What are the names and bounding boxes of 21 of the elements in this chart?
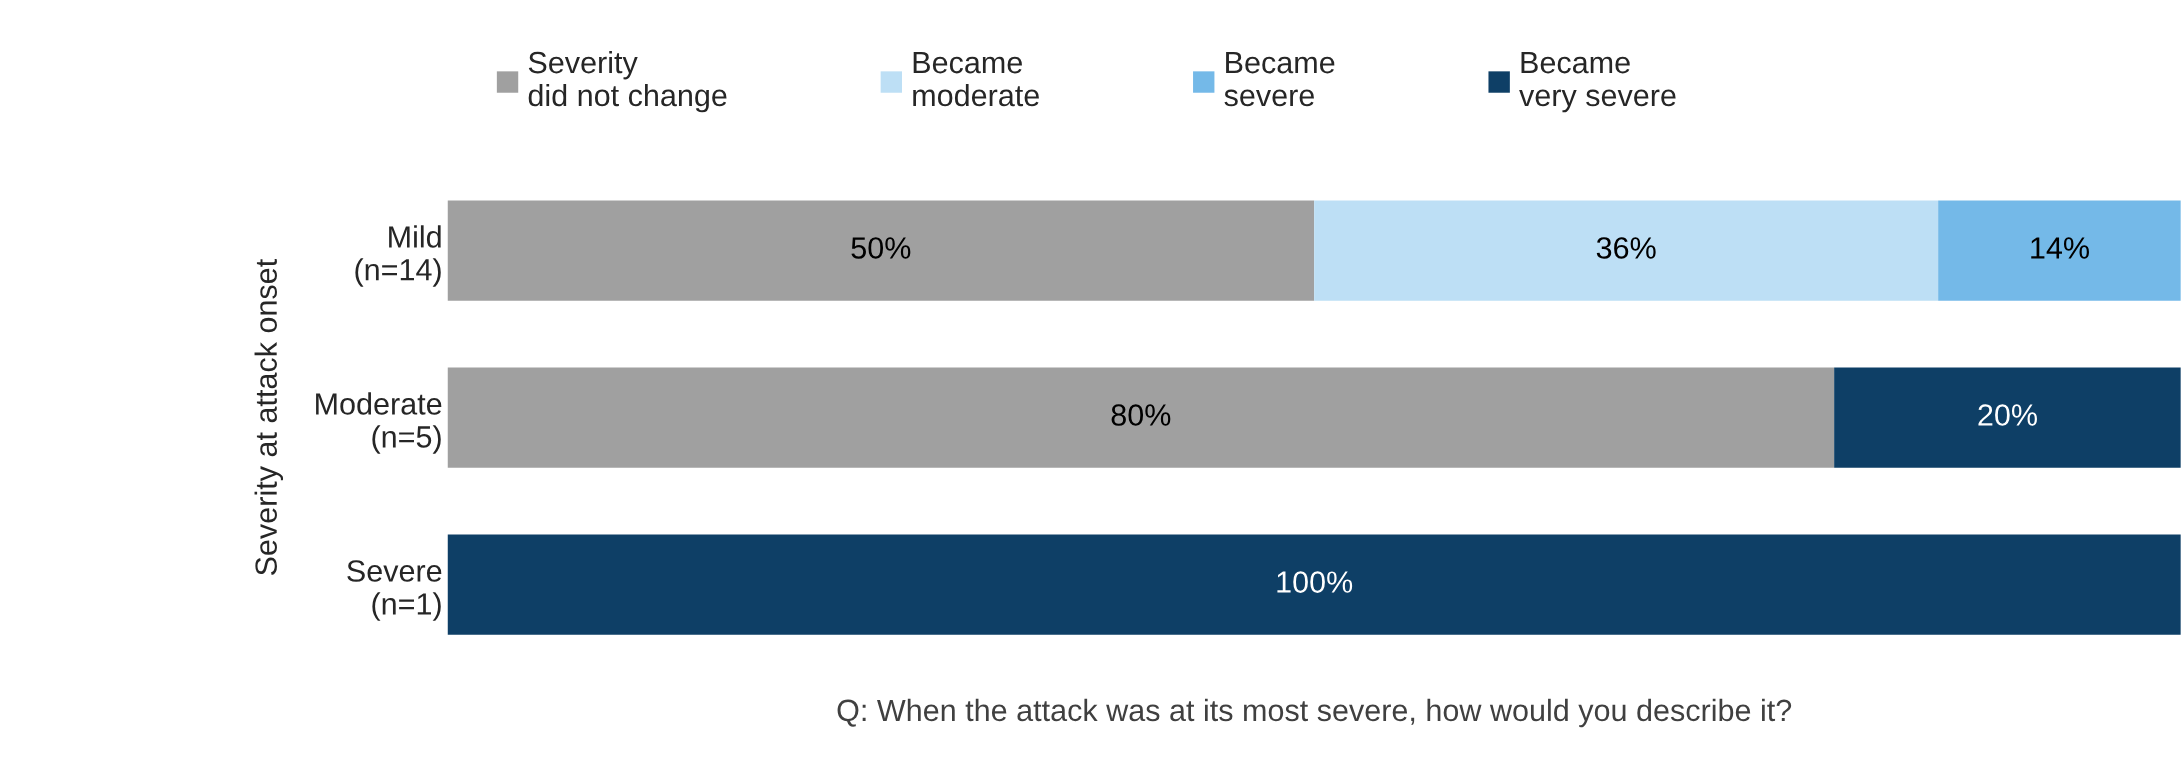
data-label: 36% <box>1596 237 1656 259</box>
data-label: 100% <box>1277 571 1353 593</box>
bar <box>447 534 2181 635</box>
x-axis-title: Q: When the attack was at its most severe, how would you describe it? <box>837 698 1792 728</box>
legend-label: Became severe <box>1224 52 1335 107</box>
legend-label: Became very severe <box>1519 52 1676 113</box>
data-label: 50% <box>851 237 911 259</box>
y-tick-label: Moderate (n=5) <box>316 392 442 454</box>
y-axis-title: Severity at attack onset <box>254 259 284 576</box>
legend-label: Severity did not change <box>528 50 727 113</box>
legend-label: Became moderate <box>913 52 1039 107</box>
bar <box>447 200 1315 301</box>
bar <box>1938 200 2181 301</box>
bar <box>447 367 1835 468</box>
data-label: 14% <box>2031 237 2089 259</box>
bar <box>1834 367 2181 468</box>
y-tick-label: Severe (n=1) <box>347 560 442 621</box>
data-label: 80% <box>1111 404 1171 426</box>
data-label: 20% <box>1978 404 2037 426</box>
y-tick-label: Mild (n=14) <box>355 225 441 287</box>
bar <box>1314 200 1939 301</box>
